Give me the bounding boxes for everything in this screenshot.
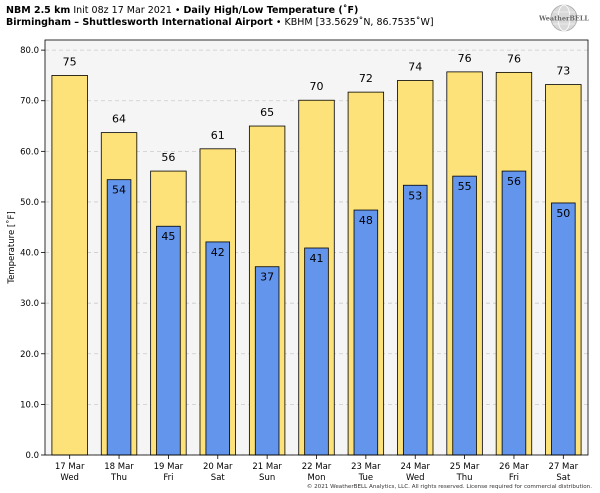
- y-tick-label: 40.0: [20, 249, 39, 259]
- x-tick-label-weekday: Tue: [358, 473, 374, 483]
- plot-frame: [44, 39, 589, 456]
- high-temp-label: 74: [408, 60, 422, 73]
- x-tick-label-date: 21 Mar: [252, 462, 282, 472]
- low-temp-bar: [205, 241, 231, 456]
- low-temp-label: 50: [556, 207, 570, 220]
- low-temp-bar: [106, 179, 132, 456]
- x-tick-label-date: 20 Mar: [203, 462, 233, 472]
- y-tick-label: 50.0: [20, 198, 39, 208]
- low-temp-bar: [353, 209, 379, 456]
- init-time: Init 08z 17 Mar 2021: [73, 5, 172, 16]
- low-temp-bar: [156, 225, 181, 456]
- station-info: KBHM [33.5629˚N, 86.7535˚W]: [284, 17, 434, 28]
- x-tick-label-date: 22 Mar: [302, 462, 332, 472]
- high-temp-label: 76: [458, 52, 472, 65]
- low-temp-bar: [254, 266, 280, 456]
- low-temp-label: 48: [359, 214, 373, 227]
- location-name: Birmingham – Shuttlesworth International…: [6, 17, 273, 28]
- high-temp-label: 73: [556, 65, 570, 78]
- y-tick-label: 20.0: [20, 350, 39, 360]
- high-temp-label: 65: [260, 106, 274, 119]
- y-axis: 0.0 10.0 20.0 30.0 40.0 50.0 60.0 70.0 80.0: [20, 46, 45, 461]
- x-tick-label-weekday: Sat: [211, 473, 226, 483]
- x-tick-label-weekday: Wed: [60, 473, 79, 483]
- high-temp-label: 72: [359, 72, 373, 85]
- high-temp-bar: [51, 75, 88, 456]
- separator: •: [174, 5, 181, 16]
- low-temp-bar: [304, 247, 329, 456]
- copyright-notice: © 2021 WeatherBELL Analytics, LLC. All r…: [306, 484, 592, 490]
- y-axis-title: Temperature [˚F]: [6, 211, 17, 284]
- low-temp-bar: [501, 170, 527, 456]
- logo-text: WeatherBELL: [538, 15, 589, 23]
- high-temp-label: 61: [211, 129, 225, 142]
- y-tick-label: 60.0: [20, 147, 39, 157]
- globe-logo-icon: WeatherBELL: [538, 4, 589, 32]
- low-temp-label: 55: [458, 180, 472, 193]
- product-title: Daily High/Low Temperature (˚F): [183, 5, 359, 16]
- low-temp-bar: [402, 184, 428, 456]
- x-tick-label-date: 27 Mar: [549, 462, 579, 472]
- x-tick-label-date: 24 Mar: [400, 462, 430, 472]
- low-temp-label: 41: [310, 252, 324, 265]
- high-temp-label: 56: [161, 151, 175, 164]
- x-tick-label-date: 26 Mar: [499, 462, 529, 472]
- y-tick-label: 80.0: [20, 46, 39, 56]
- low-temp-label: 56: [507, 175, 521, 188]
- y-tick-label: 10.0: [20, 400, 39, 410]
- bar-series: [51, 71, 582, 456]
- x-tick-label-weekday: Wed: [406, 473, 425, 483]
- chart-header-line-2: Birmingham – Shuttlesworth International…: [6, 17, 434, 29]
- low-temp-label: 54: [112, 184, 126, 197]
- y-tick-label: 30.0: [20, 299, 39, 309]
- x-tick-label-weekday: Sat: [556, 473, 571, 483]
- data-labels: 75 64 54 56 45 61 42 65 37 70 41 72 48 74 53 76 55 76 56 73…: [63, 52, 571, 284]
- y-tick-label: 0.0: [25, 451, 39, 461]
- low-temp-bar: [452, 175, 477, 456]
- model-name: NBM 2.5 km: [6, 5, 71, 16]
- low-temp-label: 42: [211, 246, 225, 259]
- chart-header-line-1: NBM 2.5 km Init 08z 17 Mar 2021 • Daily …: [6, 5, 358, 17]
- low-temp-bar: [551, 202, 576, 456]
- x-tick-label-weekday: Fri: [163, 473, 173, 483]
- x-tick-label-date: 17 Mar: [55, 462, 85, 472]
- low-temp-label: 37: [260, 271, 274, 284]
- high-temp-label: 64: [112, 113, 126, 126]
- x-tick-label-weekday: Thu: [456, 473, 473, 483]
- low-temp-label: 53: [408, 189, 422, 202]
- separator: •: [275, 17, 282, 28]
- x-tick-label-weekday: Sun: [259, 473, 275, 483]
- weatherbell-logo: WeatherBELL: [536, 2, 592, 42]
- high-temp-label: 70: [310, 80, 324, 93]
- high-temp-label: 76: [507, 52, 521, 65]
- x-tick-label-date: 23 Mar: [351, 462, 381, 472]
- x-tick-label-date: 25 Mar: [450, 462, 480, 472]
- high-temp-label: 75: [63, 55, 77, 68]
- x-tick-label-date: 19 Mar: [154, 462, 184, 472]
- x-tick-label-weekday: Mon: [308, 473, 326, 483]
- x-tick-label-date: 18 Mar: [104, 462, 134, 472]
- y-tick-label: 70.0: [20, 97, 39, 107]
- x-tick-label-weekday: Fri: [509, 473, 519, 483]
- x-tick-label-weekday: Thu: [110, 473, 127, 483]
- low-temp-label: 45: [161, 230, 175, 243]
